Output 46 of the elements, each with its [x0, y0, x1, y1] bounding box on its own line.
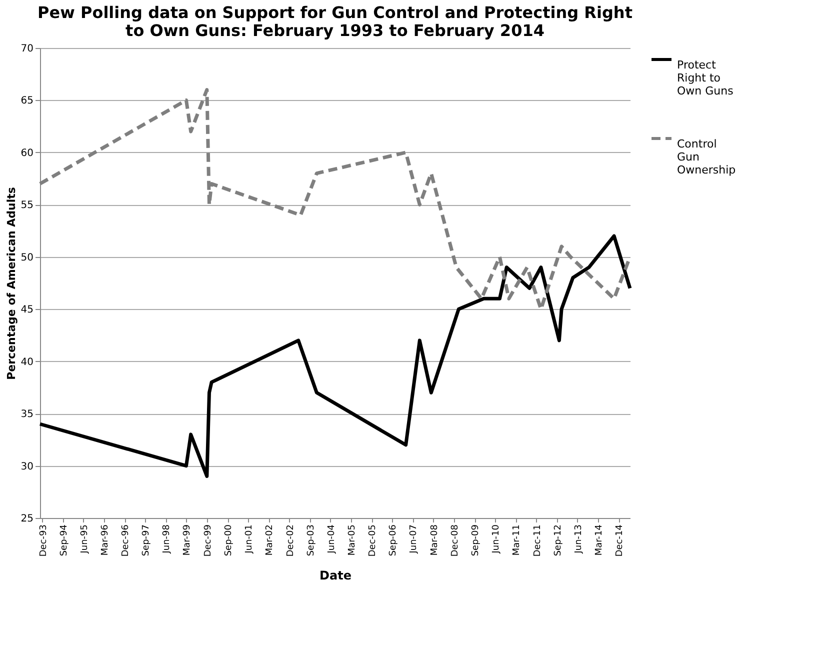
- x-tick-label: Sep-09: [471, 524, 482, 556]
- x-tick-label: Dec-11: [532, 524, 543, 557]
- y-tick-label: 55: [20, 200, 34, 212]
- x-tick-label: Jun-01: [244, 524, 255, 554]
- legend-label: Protect Right to Own Guns: [677, 58, 734, 98]
- text: to Own Guns: February 1993 to February 2014: [126, 21, 544, 40]
- text: Pew Polling data on Support for Gun Control and Protecting Right: [38, 3, 632, 22]
- y-tick-label: 65: [20, 96, 34, 107]
- x-tick-label: Dec-14: [615, 524, 626, 557]
- x-tick-label: Mar-14: [594, 524, 604, 556]
- x-tick-label: Sep-00: [224, 524, 234, 556]
- x-tick-label: Dec-05: [368, 524, 378, 557]
- x-tick-label: Jun-98: [162, 524, 172, 554]
- y-axis-title: Percentage of American Adults: [4, 186, 18, 380]
- y-tick-label: 70: [20, 44, 34, 54]
- x-tick-label: Mar-11: [512, 524, 522, 556]
- y-tick-label: 45: [20, 304, 34, 316]
- y-tick-label: 50: [20, 252, 34, 264]
- line-series: [38, 234, 632, 478]
- x-tick-label: Jun-10: [492, 524, 502, 554]
- x-tick-label: Dec-08: [450, 524, 460, 557]
- x-tick-label: Jun-04: [326, 524, 337, 554]
- x-tick-label: Dec-93: [38, 524, 49, 557]
- x-tick-label: Mar-99: [182, 524, 193, 556]
- y-tick-label: 40: [20, 356, 34, 368]
- x-tick-label: Mar-08: [430, 524, 440, 556]
- x-tick-label: Dec-96: [121, 524, 132, 557]
- x-tick-label: Dec-99: [203, 524, 214, 557]
- x-axis-title: Date: [320, 568, 352, 583]
- x-tick-label: Sep-94: [59, 524, 70, 556]
- x-tick-label: Sep-03: [306, 524, 316, 556]
- x-tick-label: Sep-97: [142, 524, 152, 556]
- x-tick-label: Sep-12: [553, 524, 564, 556]
- y-tick-label: 25: [20, 514, 34, 524]
- x-tick-label: Jun-95: [80, 524, 90, 554]
- x-tick-label: Mar-02: [265, 524, 276, 556]
- x-tick-label: Mar-05: [347, 524, 358, 556]
- legend-label: Control Gun Ownership: [677, 138, 736, 176]
- x-tick-label: Sep-06: [388, 524, 399, 556]
- x-tick-label: Mar-96: [100, 524, 110, 556]
- y-tick-label: 35: [20, 409, 34, 420]
- x-tick-label: Jun-07: [409, 524, 420, 554]
- x-tick-label: Jun-13: [574, 524, 584, 554]
- x-tick-label: Dec-02: [286, 524, 296, 557]
- y-tick-label: 30: [20, 461, 34, 472]
- y-tick-label: 60: [20, 148, 34, 159]
